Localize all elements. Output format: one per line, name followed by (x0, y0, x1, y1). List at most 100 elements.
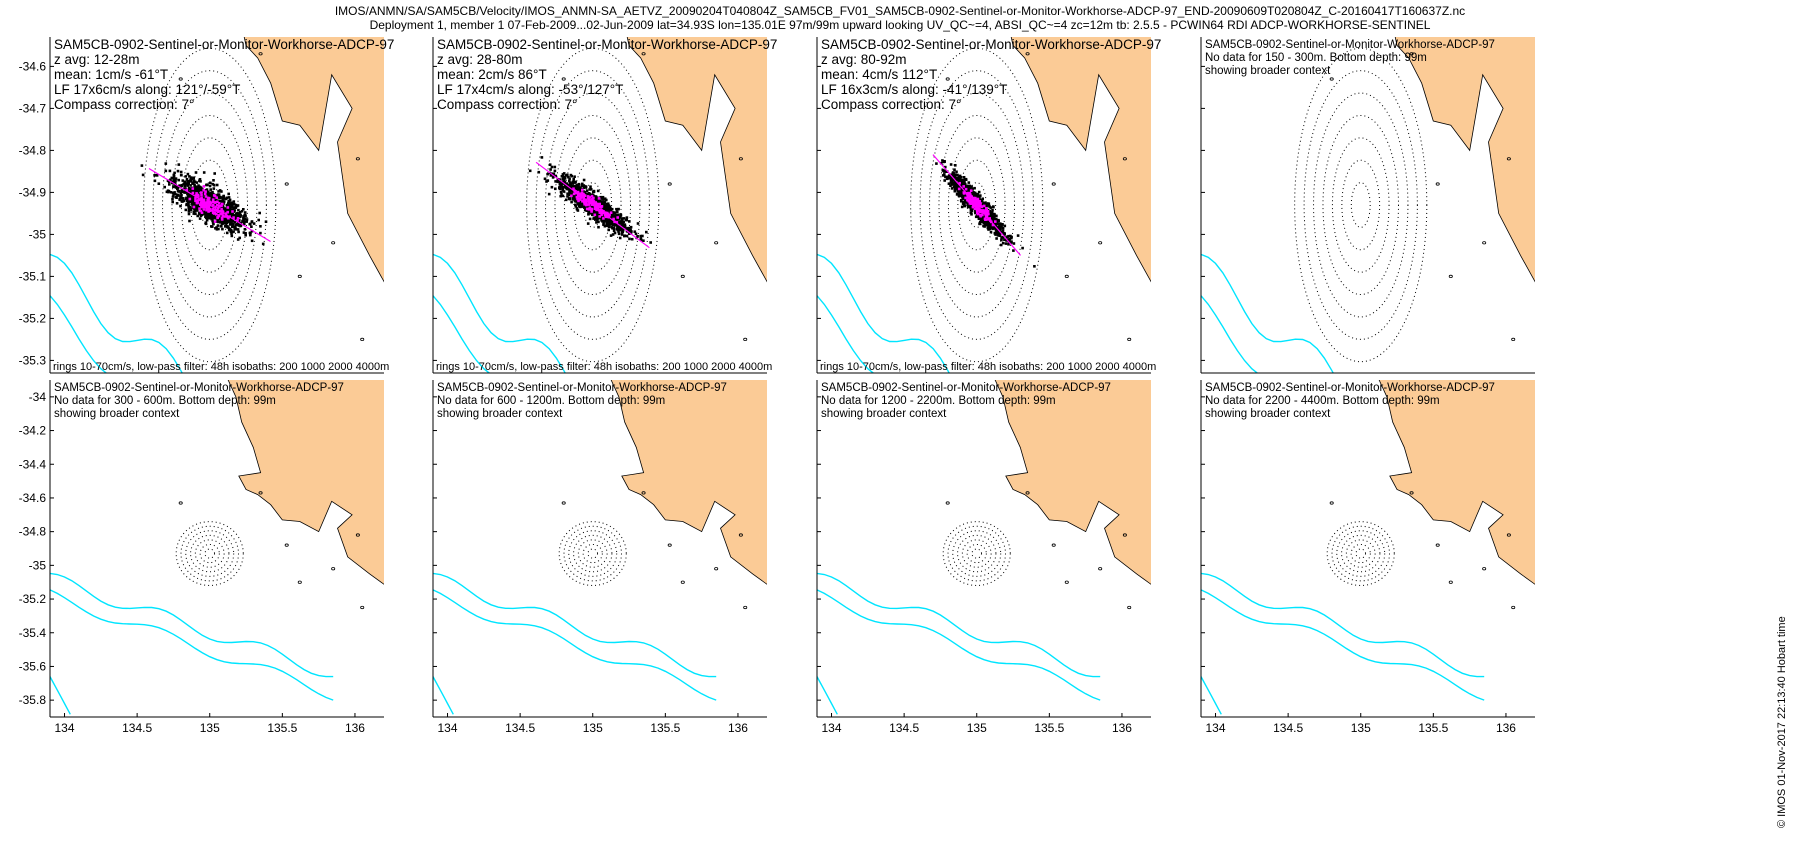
lowpass-point (987, 212, 990, 216)
scatter-point (992, 216, 995, 219)
scatter-point (956, 192, 959, 196)
scatter-point (582, 186, 586, 190)
scatter-point (620, 217, 624, 220)
isobath-line (50, 589, 334, 701)
velocity-ring (143, 47, 277, 363)
island (1511, 337, 1516, 341)
scatter-point (228, 199, 231, 203)
scatter-point (554, 180, 557, 183)
scatter-point (225, 231, 229, 235)
velocity-ring (971, 548, 983, 559)
isobath-line (50, 294, 108, 373)
lowpass-point (232, 216, 235, 219)
scatter-point (997, 222, 1001, 226)
panel-plot-area (50, 37, 384, 373)
island (1435, 182, 1440, 186)
scatter-point (603, 207, 606, 211)
velocity-ring (526, 47, 660, 363)
scatter-point (996, 231, 1000, 235)
scatter-point (556, 180, 559, 184)
scatter-point (600, 197, 604, 200)
scatter-point (639, 237, 643, 240)
y-tick-label: -35.2 (19, 592, 47, 606)
isobath-line (1201, 572, 1485, 678)
scatter-point (596, 218, 599, 222)
scatter-point (989, 215, 992, 218)
lowpass-point (200, 197, 203, 201)
scatter-point (577, 182, 581, 186)
lowpass-point (976, 211, 979, 215)
scatter-point (192, 181, 195, 184)
lowpass-point (988, 217, 991, 220)
scatter-point (609, 234, 613, 237)
velocity-ring (957, 534, 997, 573)
panel-4: SAM5CB-0902-Sentinel-or-Monitor-Workhors… (1200, 37, 1535, 374)
scatter-point (986, 202, 989, 205)
island (331, 567, 336, 571)
scatter-point (188, 200, 191, 204)
panel-title: SAM5CB-0902-Sentinel-or-Monitor-Workhors… (821, 382, 1111, 394)
scatter-point (974, 215, 978, 219)
scatter-point (173, 171, 176, 175)
scatter-point (976, 192, 979, 196)
island (1482, 241, 1487, 245)
scatter-point (574, 180, 577, 184)
lowpass-point (984, 218, 987, 221)
scatter-point (957, 180, 961, 183)
y-tick-label: -35.8 (19, 693, 47, 707)
isobath-line (50, 675, 71, 715)
scatter-point (155, 173, 159, 177)
panel-1: -34.6 -34.7 -34.8 -34.9 -35 -35.1 -35.2 -35.3 SA… (19, 37, 394, 374)
panel-info-line: LF 16x3cm/s along: -41°/139°T (821, 82, 1007, 97)
scatter-point (613, 211, 617, 214)
scatter-point (188, 175, 191, 178)
lowpass-point (590, 198, 594, 201)
lowpass-point (213, 208, 217, 212)
scatter-point (983, 225, 986, 228)
lowpass-point (616, 216, 619, 219)
principal-axis-line (148, 167, 271, 243)
lowpass-point (220, 216, 224, 220)
isobath-line (433, 589, 717, 701)
lowpass-point (203, 205, 206, 209)
velocity-ring (1326, 521, 1395, 586)
scatter-point (192, 179, 196, 182)
scatter-point (196, 186, 199, 189)
scatter-point (602, 198, 605, 201)
panel-footnote: rings 10-70cm/s, low-pass filter: 48h is… (820, 361, 1156, 373)
lowpass-point (202, 185, 206, 188)
scatter-point (992, 221, 995, 224)
scatter-point (607, 228, 610, 232)
scatter-point (629, 225, 633, 229)
scatter-point (561, 194, 565, 198)
scatter-point (606, 205, 610, 209)
lowpass-point (595, 208, 598, 211)
scatter-point (257, 218, 260, 222)
scatter-point (589, 204, 592, 208)
scatter-point (242, 208, 245, 211)
isobath-line (1201, 675, 1222, 715)
scatter-point (221, 196, 224, 200)
scatter-point (994, 229, 998, 232)
lowpass-point (216, 216, 219, 219)
scatter-point (546, 172, 549, 176)
scatter-point (617, 207, 620, 211)
scatter-point (605, 223, 608, 227)
y-tick-label: -34.8 (19, 525, 47, 539)
scatter-point (236, 215, 240, 218)
scatter-point (559, 190, 563, 194)
scatter-point (186, 197, 189, 201)
lowpass-point (973, 207, 977, 210)
scatter-point (1001, 223, 1004, 226)
scatter-point (230, 201, 234, 204)
scatter-point (939, 161, 943, 165)
scatter-point (226, 225, 229, 228)
scatter-point (596, 217, 600, 220)
scatter-point (995, 214, 998, 218)
scatter-point (620, 219, 624, 223)
velocity-ring (152, 70, 267, 340)
scatter-point (607, 219, 610, 222)
scatter-point (230, 232, 233, 235)
lowpass-point (969, 189, 973, 192)
scatter-point (218, 196, 221, 199)
